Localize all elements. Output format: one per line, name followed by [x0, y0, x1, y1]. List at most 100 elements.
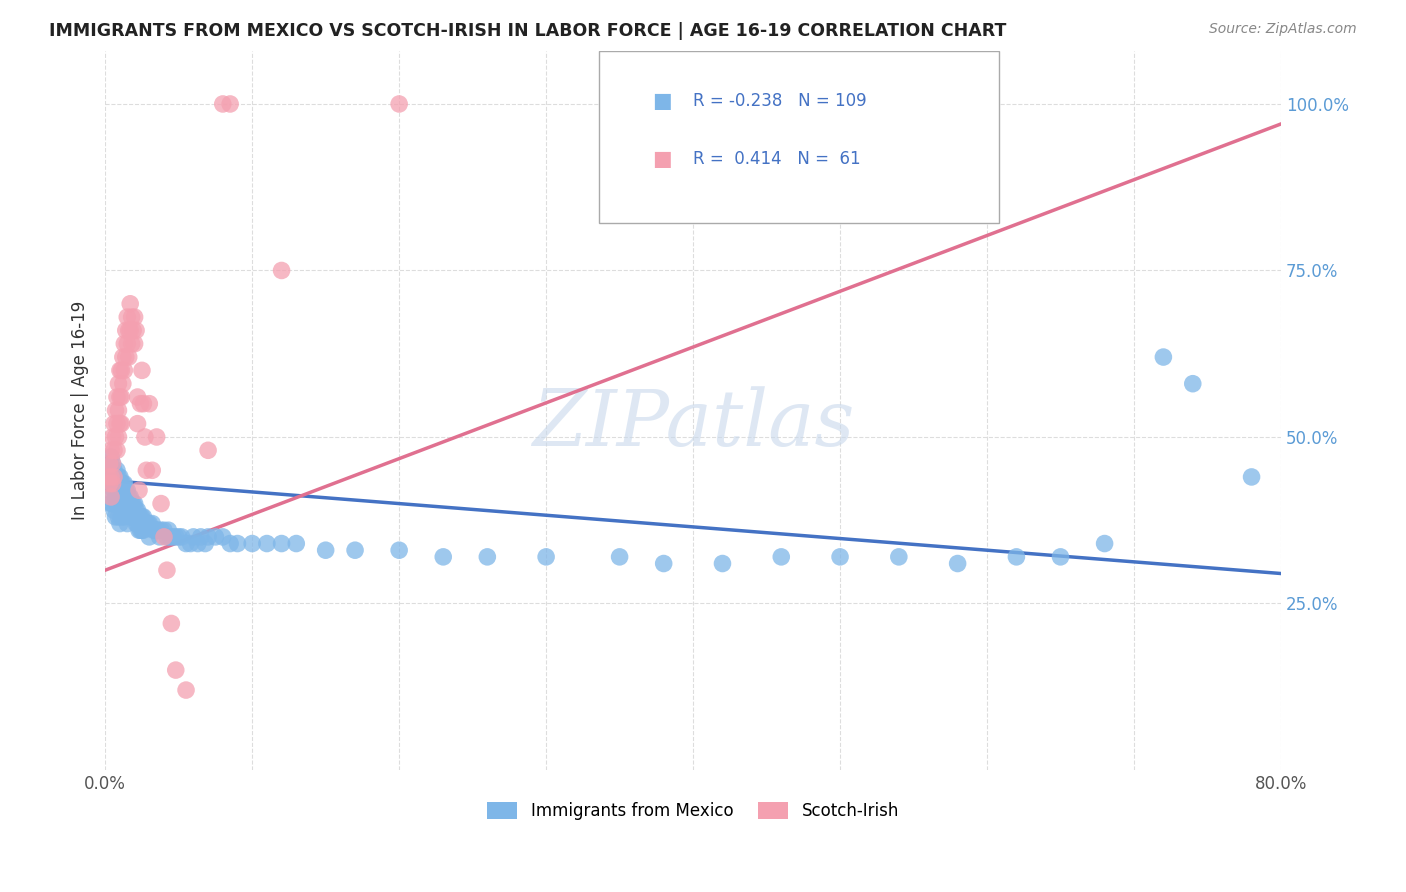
- Point: [112, 476, 135, 491]
- Point: [118, 350, 141, 364]
- Point: [110, 363, 132, 377]
- Point: [150, 523, 173, 537]
- Point: [97, 470, 120, 484]
- Point: [122, 509, 145, 524]
- Point: [1240, 470, 1263, 484]
- Point: [142, 523, 165, 537]
- Point: [104, 403, 127, 417]
- Point: [124, 509, 146, 524]
- Point: [114, 497, 136, 511]
- Point: [138, 516, 160, 531]
- Point: [120, 503, 142, 517]
- Point: [108, 390, 131, 404]
- Point: [127, 503, 149, 517]
- Point: [344, 543, 367, 558]
- Point: [1152, 350, 1174, 364]
- Point: [132, 509, 155, 524]
- Point: [103, 417, 125, 431]
- Point: [129, 397, 152, 411]
- Point: [100, 476, 122, 491]
- Point: [121, 509, 143, 524]
- Point: [105, 463, 128, 477]
- Point: [107, 403, 129, 417]
- Point: [136, 516, 159, 531]
- Point: [127, 390, 149, 404]
- Point: [98, 483, 121, 498]
- Point: [100, 443, 122, 458]
- Point: [828, 549, 851, 564]
- Point: [107, 509, 129, 524]
- Point: [219, 536, 242, 550]
- Point: [156, 563, 179, 577]
- Point: [110, 417, 132, 431]
- Point: [887, 549, 910, 564]
- Point: [141, 516, 163, 531]
- Point: [98, 457, 121, 471]
- Point: [174, 683, 197, 698]
- Point: [153, 523, 176, 537]
- Point: [112, 497, 135, 511]
- Point: [1181, 376, 1204, 391]
- Point: [122, 323, 145, 337]
- Point: [117, 483, 139, 498]
- Point: [98, 457, 121, 471]
- Point: [98, 476, 121, 491]
- Point: [122, 497, 145, 511]
- Point: [285, 536, 308, 550]
- Point: [100, 470, 122, 484]
- Point: [946, 557, 969, 571]
- Point: [101, 476, 124, 491]
- Point: [111, 503, 134, 517]
- Point: [226, 536, 249, 550]
- Point: [127, 516, 149, 531]
- Point: [131, 509, 153, 524]
- Point: [711, 557, 734, 571]
- Point: [141, 463, 163, 477]
- Point: [165, 663, 187, 677]
- Point: [121, 497, 143, 511]
- Point: [183, 530, 205, 544]
- Point: [103, 470, 125, 484]
- Point: [124, 310, 146, 324]
- Point: [101, 457, 124, 471]
- Point: [165, 530, 187, 544]
- Point: [129, 509, 152, 524]
- Point: [110, 490, 132, 504]
- Point: [125, 516, 148, 531]
- Point: [194, 536, 217, 550]
- Point: [117, 516, 139, 531]
- Text: Source: ZipAtlas.com: Source: ZipAtlas.com: [1209, 22, 1357, 37]
- Point: [101, 497, 124, 511]
- Point: [146, 523, 169, 537]
- Point: [121, 310, 143, 324]
- Point: [211, 97, 233, 112]
- Point: [124, 336, 146, 351]
- Point: [179, 536, 201, 550]
- Point: [111, 350, 134, 364]
- Point: [149, 530, 172, 544]
- Text: ZIPatlas: ZIPatlas: [531, 386, 855, 463]
- FancyBboxPatch shape: [599, 51, 998, 223]
- Text: ■: ■: [652, 149, 672, 169]
- Point: [134, 516, 156, 531]
- Point: [120, 297, 142, 311]
- Point: [118, 490, 141, 504]
- Point: [103, 463, 125, 477]
- Point: [1094, 536, 1116, 550]
- Point: [135, 463, 157, 477]
- Point: [117, 336, 139, 351]
- Point: [118, 503, 141, 517]
- Point: [110, 476, 132, 491]
- Point: [97, 470, 120, 484]
- Point: [256, 536, 278, 550]
- Point: [219, 97, 242, 112]
- Point: [135, 516, 157, 531]
- Point: [132, 523, 155, 537]
- Text: IMMIGRANTS FROM MEXICO VS SCOTCH-IRISH IN LABOR FORCE | AGE 16-19 CORRELATION CH: IMMIGRANTS FROM MEXICO VS SCOTCH-IRISH I…: [49, 22, 1007, 40]
- Point: [204, 530, 226, 544]
- Point: [104, 430, 127, 444]
- Point: [105, 417, 128, 431]
- Point: [108, 417, 131, 431]
- Point: [1049, 549, 1071, 564]
- Point: [105, 443, 128, 458]
